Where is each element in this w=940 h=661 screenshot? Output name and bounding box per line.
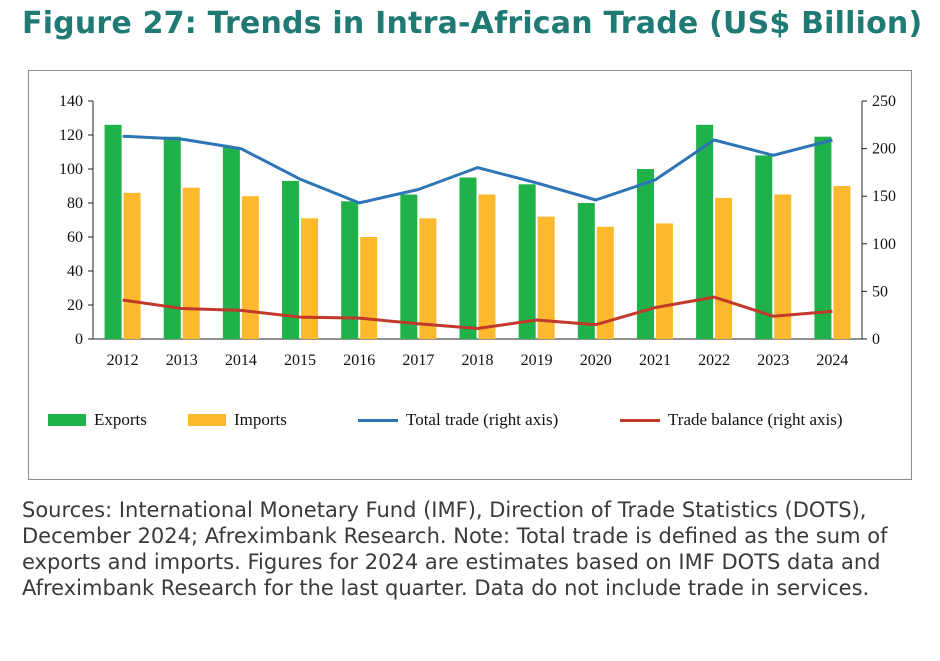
bar-imports (833, 186, 851, 339)
bar-imports (774, 194, 792, 339)
chart-legend: Exports Imports Total trade (right axis)… (48, 407, 908, 433)
x-tick-label: 2024 (816, 352, 848, 369)
x-tick-label: 2023 (757, 352, 789, 369)
legend-swatch-exports (48, 414, 86, 426)
chart-frame: 0 20 40 60 80 100 120 140 0 50 100 150 200 250 2012 201… (28, 70, 912, 480)
bar-imports (123, 192, 141, 339)
legend-line-trade-balance (620, 418, 660, 422)
x-tick-label: 2012 (107, 352, 139, 369)
bar-exports (577, 203, 595, 339)
bar-imports (596, 226, 614, 339)
bar-imports (478, 194, 496, 339)
bar-exports (222, 146, 240, 339)
bar-exports (341, 201, 359, 339)
bar-exports (104, 124, 122, 339)
bar-imports (715, 197, 733, 339)
right-tick-label: 200 (872, 141, 896, 158)
bar-imports (301, 218, 319, 339)
x-tick-label: 2019 (521, 352, 553, 369)
left-tick-label: 140 (59, 93, 83, 110)
bar-exports (518, 184, 536, 339)
right-tick-label: 100 (872, 236, 896, 253)
combo-chart: 0 20 40 60 80 100 120 140 0 50 100 150 200 250 2012 201… (59, 93, 896, 369)
line-total-trade (122, 134, 833, 205)
left-tick-label: 40 (67, 263, 83, 280)
legend-label-imports: Imports (234, 410, 287, 429)
right-tick-label: 0 (872, 331, 880, 348)
bar-exports (163, 136, 181, 339)
line-trade-balance (122, 295, 833, 330)
right-tick-label: 50 (872, 283, 888, 300)
bar-imports (655, 223, 673, 339)
left-tick-label: 20 (67, 297, 83, 314)
bar-exports (696, 124, 714, 339)
legend-line-total-trade (358, 418, 398, 422)
bar-exports (636, 169, 654, 339)
right-tick-label: 150 (872, 188, 896, 205)
x-tick-label: 2017 (402, 352, 434, 369)
bar-imports (419, 218, 437, 339)
legend-swatch-imports (188, 414, 226, 426)
bar-imports (182, 187, 200, 339)
left-tick-label: 60 (67, 229, 83, 246)
x-tick-label: 2022 (698, 352, 730, 369)
legend-label-total-trade: Total trade (right axis) (406, 410, 559, 429)
bar-imports (241, 196, 259, 339)
bar-exports (814, 136, 832, 339)
x-tick-label: 2021 (639, 352, 671, 369)
legend-label-exports: Exports (94, 410, 147, 429)
legend-item-total-trade: Total trade (right axis) (358, 407, 558, 433)
legend-item-imports: Imports (188, 407, 287, 433)
x-tick-label: 2018 (462, 352, 494, 369)
bar-exports (755, 155, 773, 339)
bar-imports (360, 237, 378, 339)
bar-exports (400, 194, 418, 339)
x-tick-label: 2016 (343, 352, 375, 369)
left-tick-label: 0 (75, 331, 83, 348)
source-note: Sources: International Monetary Fund (IM… (22, 498, 888, 600)
left-tick-label: 100 (59, 161, 83, 178)
legend-item-trade-balance: Trade balance (right axis) (620, 407, 843, 433)
x-tick-label: 2013 (166, 352, 198, 369)
bar-exports (459, 177, 477, 339)
figure-title: Figure 27: Trends in Intra-African Trade… (22, 6, 923, 41)
left-tick-label: 80 (67, 195, 83, 212)
x-tick-label: 2014 (225, 352, 257, 369)
legend-label-trade-balance: Trade balance (right axis) (668, 410, 843, 429)
x-tick-label: 2020 (580, 352, 612, 369)
bar-imports (537, 216, 555, 339)
bar-exports (282, 180, 300, 339)
legend-item-exports: Exports (48, 407, 147, 433)
left-tick-label: 120 (59, 127, 83, 144)
x-tick-label: 2015 (284, 352, 316, 369)
right-tick-label: 250 (872, 93, 896, 110)
